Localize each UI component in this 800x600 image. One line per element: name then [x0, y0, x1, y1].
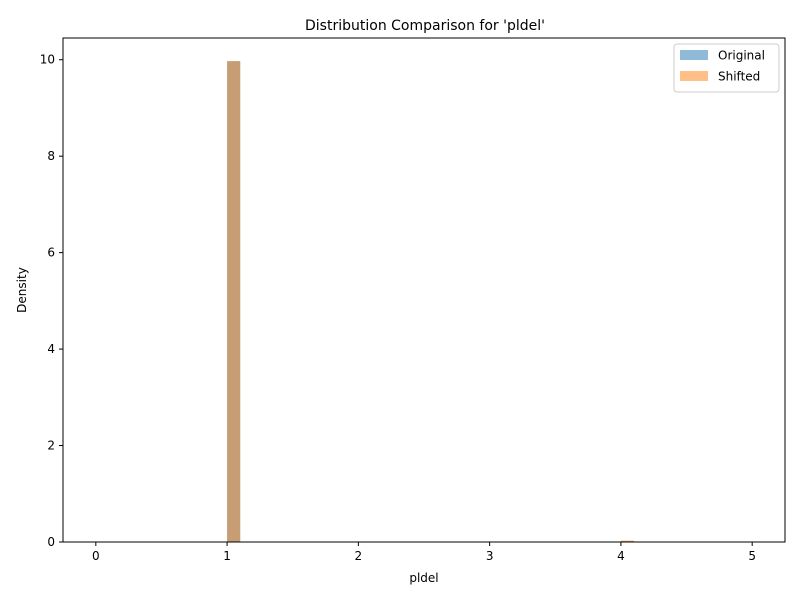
legend-swatch-original: [680, 50, 708, 60]
plot-frame: [62, 37, 786, 543]
x-tick-label: 4: [617, 549, 625, 563]
x-tick-label: 2: [355, 549, 363, 563]
x-tick-label: 0: [92, 549, 100, 563]
bar-shifted-0: [227, 61, 241, 542]
chart-title: Distribution Comparison for 'pldel': [305, 18, 545, 34]
legend-swatch-shifted: [680, 71, 708, 81]
x-ticks: 0 1 2 3 4 5: [92, 542, 756, 563]
y-tick-label: 2: [47, 439, 55, 453]
x-tick-label: 1: [223, 549, 231, 563]
y-tick-label: 4: [47, 342, 55, 356]
x-tick-label: 5: [748, 549, 756, 563]
bars-group: [227, 61, 753, 542]
y-axis-label: Density: [15, 267, 29, 313]
legend: Original Shifted: [673, 43, 780, 93]
y-tick-label: 0: [47, 535, 55, 549]
legend-label-original: Original: [718, 49, 765, 63]
bar-shifted-1: [620, 540, 635, 542]
y-ticks: 0 2 4 6 8 10: [40, 53, 63, 549]
x-axis-label: pldel: [409, 571, 438, 585]
y-tick-label: 6: [47, 246, 55, 260]
y-tick-label: 8: [47, 149, 55, 163]
legend-label-shifted: Shifted: [718, 70, 760, 84]
x-tick-label: 3: [486, 549, 494, 563]
y-tick-label: 10: [40, 53, 55, 67]
